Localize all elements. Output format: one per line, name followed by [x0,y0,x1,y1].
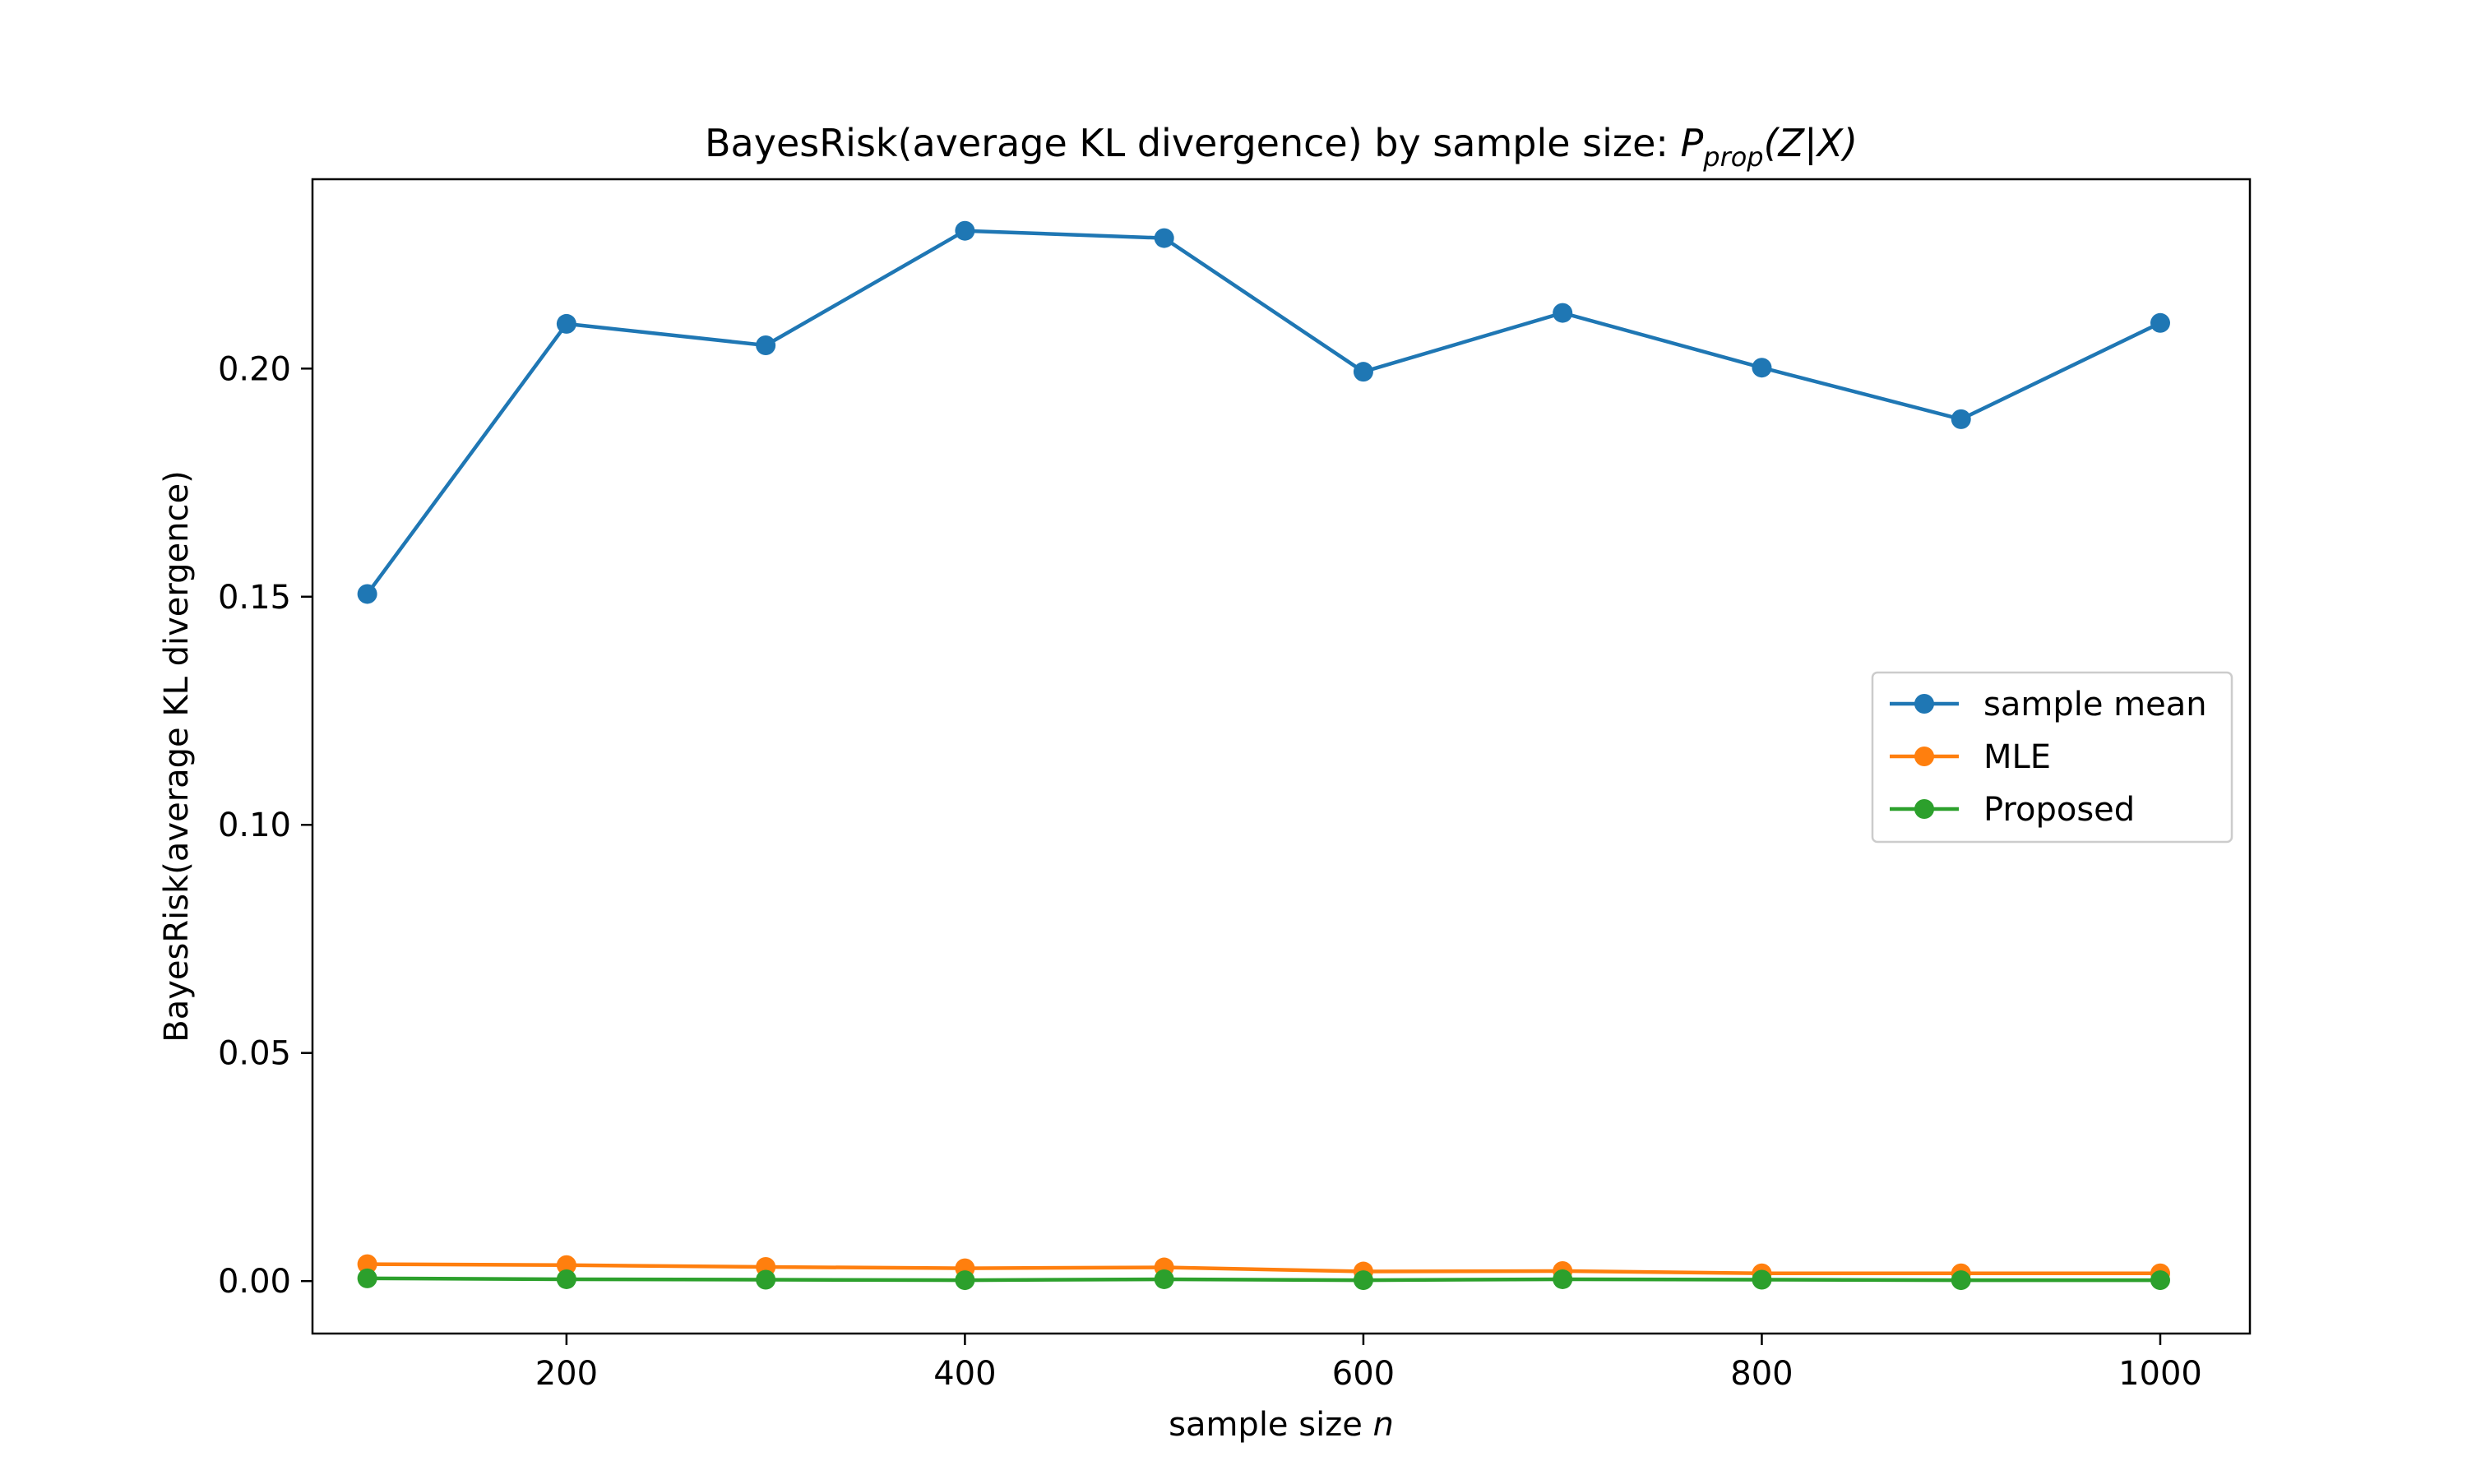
y-tick-label: 0.00 [218,1263,291,1301]
data-point-proposed-400 [955,1270,975,1291]
series-proposed [357,1268,2170,1291]
x-tick-label: 800 [1730,1355,1793,1393]
legend-label: sample mean [1983,686,2207,724]
y-tick-label: 0.15 [218,579,291,617]
data-point-proposed-500 [1154,1269,1174,1289]
x-axis-label: sample size n [1169,1406,1394,1444]
data-point-proposed-800 [1752,1269,1772,1290]
legend-box [1871,671,2233,844]
y-tick-label: 0.20 [218,350,291,388]
data-point-proposed-200 [556,1269,576,1289]
data-point-proposed-600 [1353,1270,1373,1291]
data-point-sample-mean-200 [556,313,576,334]
series-line-proposed [365,1276,2163,1283]
legend-label: MLE [1983,738,2051,776]
x-tick-label: 400 [933,1355,996,1393]
data-point-sample-mean-100 [357,584,377,604]
legend-entry-sample-mean: sample mean [1890,686,2207,724]
data-point-mle-200 [556,1255,576,1275]
legend-label: Proposed [1983,791,2135,829]
data-point-sample-mean-1000 [2150,312,2170,333]
data-point-sample-mean-500 [1154,228,1174,248]
data-point-proposed-300 [756,1269,776,1290]
plot-frame [311,178,2252,1335]
y-tick-label: 0.05 [218,1035,291,1073]
series-line-mle [365,1262,2163,1275]
legend-marker [1914,799,1934,819]
legend: sample mean MLE Proposed [1871,671,2233,844]
data-point-mle-100 [357,1254,377,1274]
x-tick-label: 1000 [2118,1355,2202,1393]
axis-ticks: 200 400 600 800 1000 0.00 0.05 0.10 0.15 0.20 [218,350,2202,1393]
data-point-sample-mean-300 [756,335,776,355]
x-tick-label: 200 [535,1355,598,1393]
legend-marker [1914,694,1934,714]
data-point-proposed-900 [1951,1270,1971,1291]
x-tick-label: 600 [1332,1355,1395,1393]
legend-entry-proposed: Proposed [1890,791,2135,829]
plot-marks [357,220,2170,1291]
legend-entry-mle: MLE [1890,738,2051,776]
chart-title: BayesRisk(average KL divergence) by samp… [705,121,1858,173]
series-line-sample-mean [365,229,2163,596]
data-point-sample-mean-700 [1553,303,1573,323]
data-point-proposed-700 [1553,1269,1573,1289]
data-point-proposed-1000 [2150,1270,2170,1291]
legend-marker [1914,747,1934,766]
data-point-sample-mean-900 [1951,409,1971,429]
data-point-proposed-100 [357,1268,377,1288]
data-point-sample-mean-400 [955,220,975,241]
y-tick-label: 0.10 [218,807,291,844]
data-point-sample-mean-600 [1353,362,1373,382]
series-sample-mean [357,220,2170,604]
y-axis-label: BayesRisk(average KL divergence) [158,470,196,1042]
data-point-sample-mean-800 [1752,358,1772,378]
